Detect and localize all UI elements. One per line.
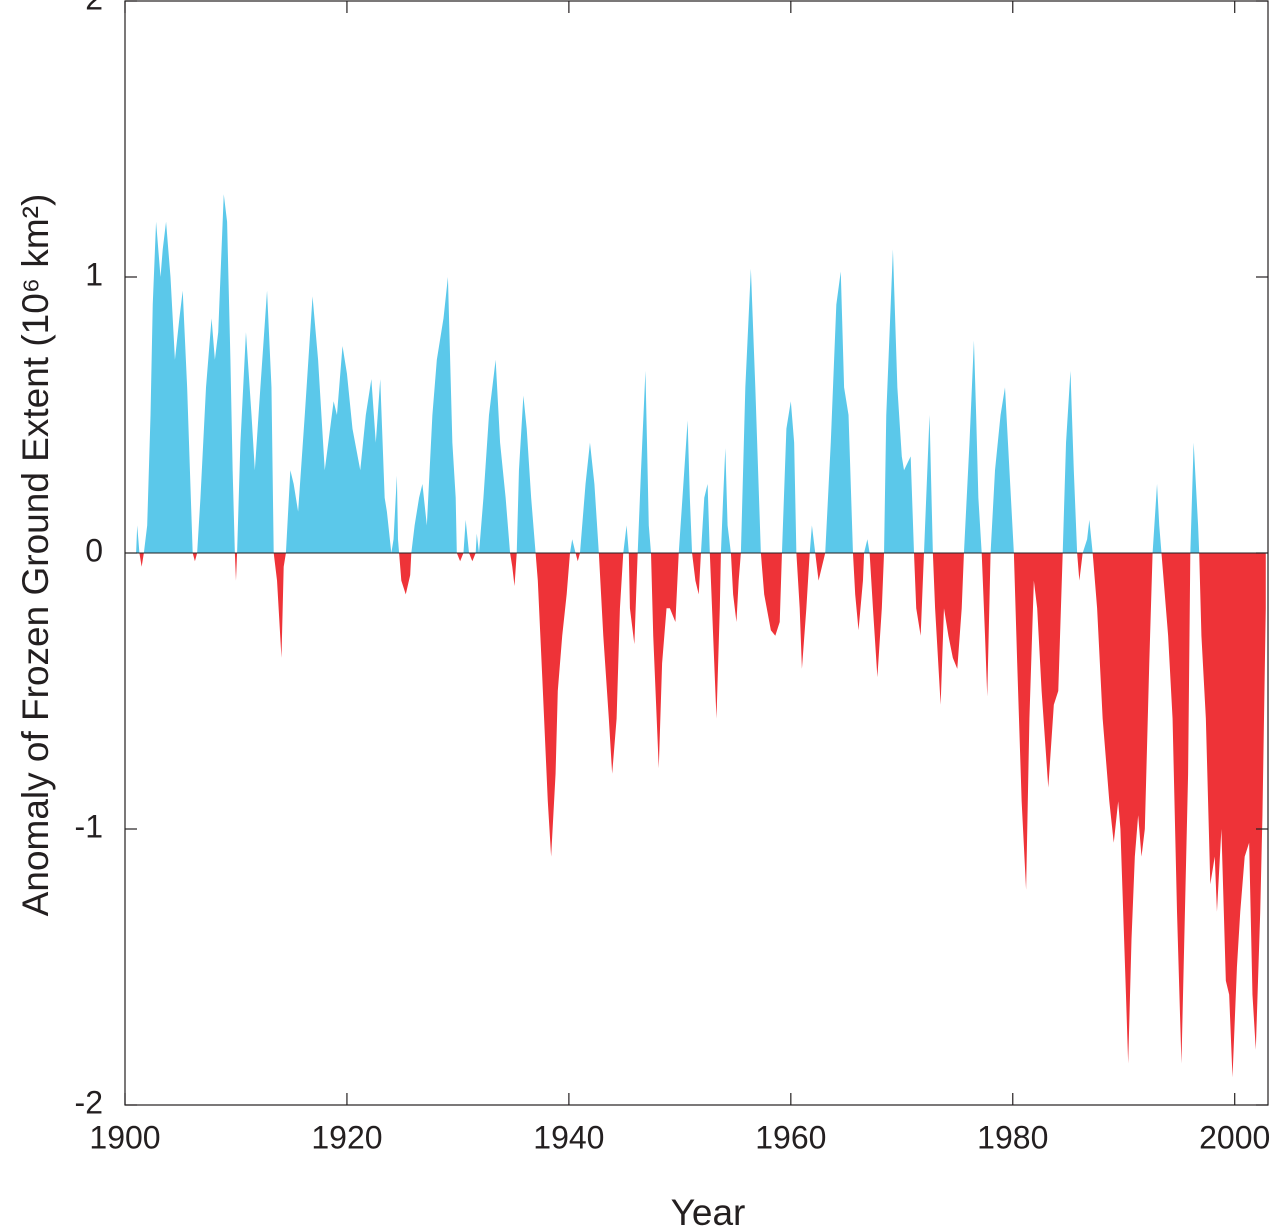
x-tick-label: 1940	[533, 1119, 604, 1155]
x-tick-label: 1920	[311, 1119, 382, 1155]
y-tick-label: 0	[85, 532, 103, 568]
x-tick-label: 1960	[755, 1119, 826, 1155]
y-axis-title: Anomaly of Frozen Ground Extent (10⁶ km²…	[15, 194, 56, 917]
x-axis-title: Year	[671, 1192, 746, 1230]
x-tick-label: 1980	[977, 1119, 1048, 1155]
y-tick-label: 1	[85, 256, 103, 292]
anomaly-area	[136, 194, 1266, 1078]
x-tick-label: 2000	[1199, 1119, 1270, 1155]
x-tick-label: 1900	[89, 1119, 160, 1155]
y-tick-label: 2	[85, 0, 103, 16]
y-tick-label: -2	[75, 1084, 103, 1120]
y-tick-label: -1	[75, 808, 103, 844]
